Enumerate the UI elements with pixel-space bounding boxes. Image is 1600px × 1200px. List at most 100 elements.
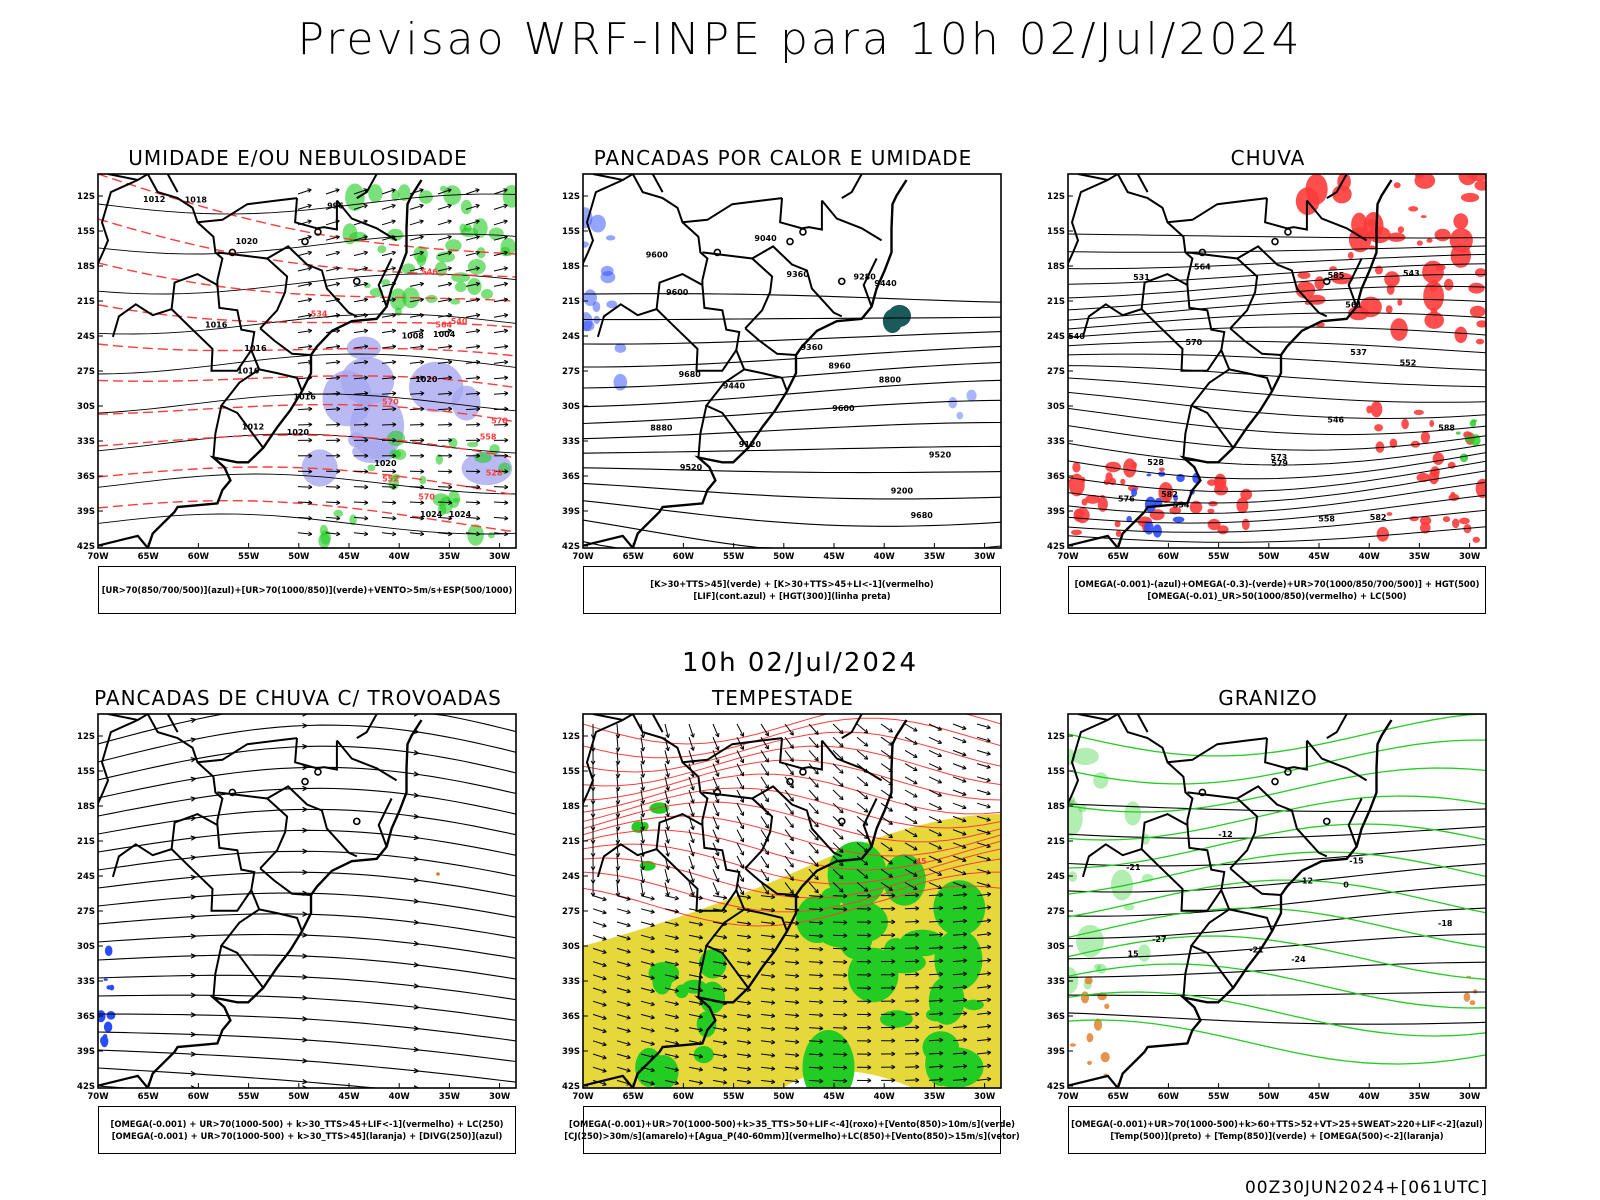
lat-tick-label: 18S bbox=[562, 262, 580, 272]
legend-line: [CJ(250)>30m/s](amarelo)+[Agua_P(40-60mm… bbox=[564, 1131, 1020, 1141]
contour-label: 9600 bbox=[646, 250, 669, 259]
lat-tick-label: 42S bbox=[1047, 542, 1065, 552]
lat-tick-label: 36S bbox=[1047, 1012, 1065, 1022]
legend-line: [OMEGA(-0.001) + UR>70(1000-500) + k>30_… bbox=[110, 1119, 504, 1129]
contour-label: 8800 bbox=[879, 376, 902, 385]
contour-label: -21 bbox=[1249, 945, 1264, 954]
lat-tick-label: 42S bbox=[562, 542, 580, 552]
contour-label: 1020 bbox=[415, 375, 438, 384]
contour-label: -18 bbox=[1438, 919, 1453, 928]
lon-tick-label: 65W bbox=[1108, 1092, 1130, 1102]
lat-tick-label: 30S bbox=[1047, 942, 1065, 952]
lon-tick-label: 30W bbox=[489, 1092, 511, 1102]
lat-tick-label: 36S bbox=[77, 1012, 95, 1022]
contour-label: 552 bbox=[1400, 359, 1417, 368]
lat-tick-label: 15S bbox=[77, 767, 95, 777]
lat-tick-label: 42S bbox=[1047, 1082, 1065, 1092]
contour-label: 588 bbox=[1438, 424, 1455, 433]
lat-tick-label: 24S bbox=[562, 332, 580, 342]
contour-label: 45 bbox=[916, 857, 928, 866]
contour-label: 561 bbox=[1345, 301, 1362, 310]
lon-tick-label: 50W bbox=[288, 552, 310, 562]
map-frame bbox=[582, 173, 1002, 549]
contour-label: 573 bbox=[1271, 453, 1288, 462]
panel-umidade: UMIDADE E/OU NEBULOSIDADE 1016 1016 1018 102… bbox=[58, 146, 538, 626]
contour-label: 528 bbox=[486, 468, 503, 477]
lat-tick-label: 15S bbox=[1047, 227, 1065, 237]
lon-tick-label: 70W bbox=[572, 552, 594, 562]
lon-tick-label: 70W bbox=[572, 1092, 594, 1102]
lat-tick-label: 30S bbox=[1047, 402, 1065, 412]
panel-legend: [UR>70(850/700/500)](azul)+[UR>70(1000/8… bbox=[98, 566, 516, 614]
lat-tick-label: 24S bbox=[562, 872, 580, 882]
contour-label: 9520 bbox=[929, 451, 952, 460]
map-frame bbox=[97, 713, 517, 1089]
lon-tick-label: 50W bbox=[288, 1092, 310, 1102]
lat-tick-label: 27S bbox=[77, 367, 95, 377]
panel-legend: [K>30+TTS>45](verde) + [K>30+TTS>45+LI<-… bbox=[583, 566, 1001, 614]
contour-label: 582 bbox=[1161, 490, 1178, 499]
lat-tick-label: 39S bbox=[1047, 1047, 1065, 1057]
lon-tick-label: 35W bbox=[1409, 552, 1431, 562]
lon-tick-label: 55W bbox=[1208, 1092, 1230, 1102]
lon-tick-label: 65W bbox=[623, 552, 645, 562]
lon-tick-label: 70W bbox=[87, 1092, 109, 1102]
panel-chuva: CHUVA 588 582 579 576 573 570 564 561 558 552 546 54… bbox=[1028, 146, 1508, 626]
contour-label: 9440 bbox=[874, 279, 897, 288]
map-frame bbox=[582, 713, 1002, 1089]
lon-tick-label: 60W bbox=[188, 1092, 210, 1102]
contour-label: 531 bbox=[1133, 273, 1150, 282]
lat-tick-label: 27S bbox=[562, 367, 580, 377]
contour-label: 9360 bbox=[801, 343, 824, 352]
contour-label: -21 bbox=[1126, 863, 1141, 872]
lat-tick-label: 12S bbox=[1047, 192, 1065, 202]
contour-label: 534 bbox=[311, 309, 328, 318]
lon-tick-label: 35W bbox=[439, 1092, 461, 1102]
legend-line: [OMEGA(-0.01)_UR>50(1000/850)(vermelho) … bbox=[1147, 591, 1407, 601]
contour-label: 1020 bbox=[236, 237, 259, 246]
contour-label: 8880 bbox=[650, 424, 673, 433]
lon-tick-label: 45W bbox=[823, 1092, 845, 1102]
lon-tick-label: 30W bbox=[1459, 552, 1481, 562]
contour-label: 537 bbox=[1350, 348, 1367, 357]
contour-label: 582 bbox=[1370, 513, 1387, 522]
lat-tick-label: 12S bbox=[1047, 732, 1065, 742]
map-plot: -12 -15 -18 -21 -24 -27 -21 0 15 12 12S 15S 18S 21S 24… bbox=[1047, 713, 1487, 1102]
panel-legend: [OMEGA(-0.001)+UR>70(1000-500)+k>35_TTS>… bbox=[564, 1106, 1020, 1154]
lat-tick-label: 39S bbox=[562, 507, 580, 517]
lat-tick-label: 24S bbox=[77, 332, 95, 342]
panel-granizo: GRANIZO -12 -15 -18 -21 -24 -27 -21 0 15 12 12S 15S 1… bbox=[1028, 686, 1508, 1166]
panel-title: PANCADAS POR CALOR E UMIDADE bbox=[593, 146, 973, 170]
lat-tick-label: 30S bbox=[562, 942, 580, 952]
legend-line: [UR>70(850/700/500)](azul)+[UR>70(1000/8… bbox=[101, 585, 513, 595]
contour-label: -24 bbox=[1291, 955, 1306, 964]
contour-label: 9360 bbox=[787, 270, 810, 279]
map-frame bbox=[1067, 173, 1487, 549]
panel-title: PANCADAS DE CHUVA C/ TROVOADAS bbox=[94, 686, 502, 710]
lat-tick-label: 21S bbox=[562, 297, 580, 307]
lat-tick-label: 33S bbox=[77, 437, 95, 447]
contour-label: 9440 bbox=[723, 381, 746, 390]
contour-label: 1016 bbox=[244, 344, 267, 353]
map-frame bbox=[97, 173, 517, 549]
lon-tick-label: 45W bbox=[338, 1092, 360, 1102]
contour-label: 564 bbox=[1194, 263, 1211, 272]
lat-tick-label: 12S bbox=[77, 192, 95, 202]
panel-title: CHUVA bbox=[1230, 146, 1306, 170]
legend-line: [OMEGA(-0.001)-(azul)+OMEGA(-0.3)-(verde… bbox=[1074, 579, 1480, 589]
contour-label: 540 bbox=[1068, 332, 1085, 341]
legend-line: [K>30+TTS>45](verde) + [K>30+TTS>45+LI<-… bbox=[650, 579, 934, 589]
lat-tick-label: 27S bbox=[1047, 367, 1065, 377]
contour-label: 9680 bbox=[679, 370, 702, 379]
lon-tick-label: 70W bbox=[1057, 1092, 1079, 1102]
contour-label: 9280 bbox=[854, 273, 877, 282]
lon-tick-label: 65W bbox=[138, 1092, 160, 1102]
contour-label: 570 bbox=[418, 493, 435, 502]
lat-tick-label: 27S bbox=[562, 907, 580, 917]
lon-tick-label: 55W bbox=[238, 552, 260, 562]
contour-label: 15 bbox=[1128, 949, 1140, 958]
lon-tick-label: 45W bbox=[823, 552, 845, 562]
lon-tick-label: 35W bbox=[924, 1092, 946, 1102]
contour-label: 9520 bbox=[680, 463, 703, 472]
